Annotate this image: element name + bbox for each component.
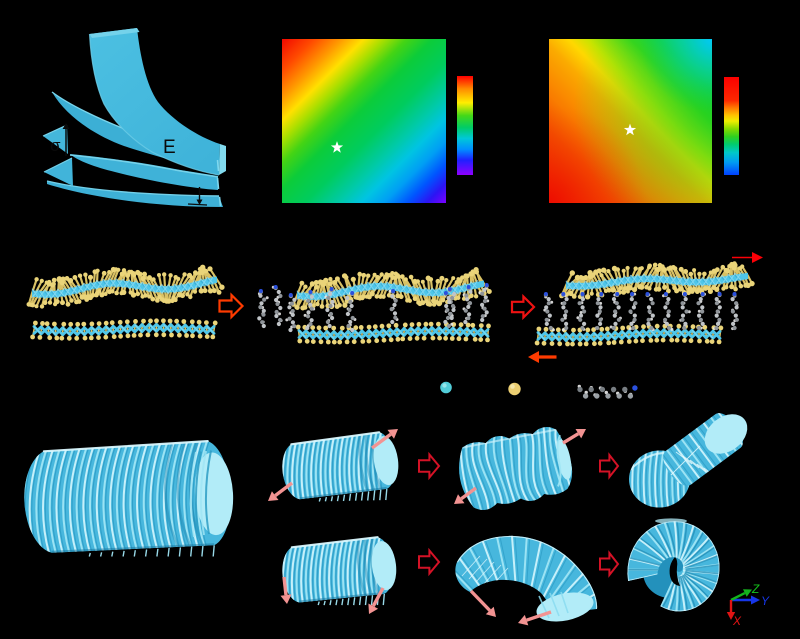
svg-text:Z: Z xyxy=(751,582,760,596)
svg-text:E: E xyxy=(163,137,176,158)
svg-text:Y: Y xyxy=(761,594,770,608)
svg-text:X: X xyxy=(732,614,742,628)
svg-text:σ: σ xyxy=(50,136,61,155)
